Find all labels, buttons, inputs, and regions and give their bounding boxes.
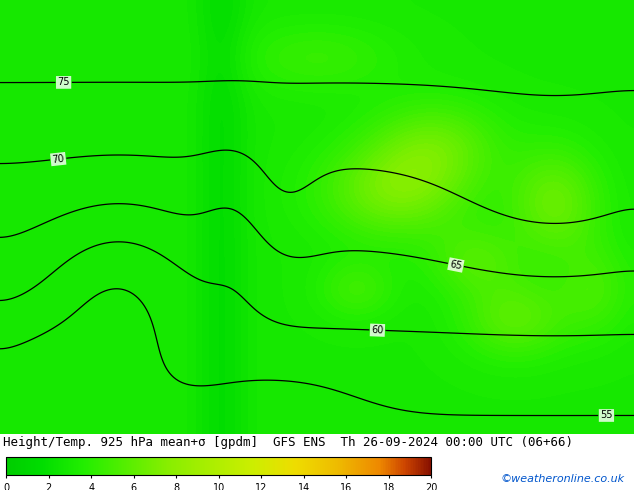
Text: 75: 75: [57, 77, 70, 87]
Text: 60: 60: [371, 325, 384, 335]
Text: 65: 65: [449, 259, 463, 271]
Text: ©weatheronline.co.uk: ©weatheronline.co.uk: [500, 474, 624, 484]
Text: 55: 55: [600, 411, 612, 420]
Text: Height/Temp. 925 hPa mean+σ [gpdm]  GFS ENS  Th 26-09-2024 00:00 UTC (06+66): Height/Temp. 925 hPa mean+σ [gpdm] GFS E…: [3, 437, 573, 449]
Text: 70: 70: [51, 153, 65, 165]
